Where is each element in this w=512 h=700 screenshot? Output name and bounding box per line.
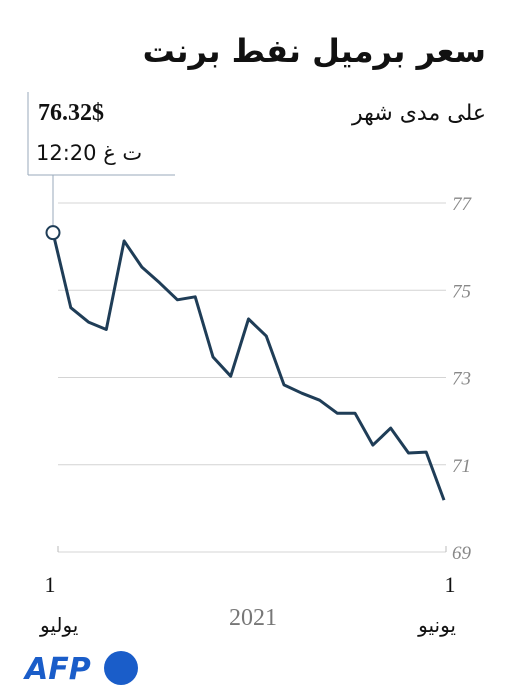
callout-value: 76.32$ <box>38 100 104 126</box>
y-tick-label: 73 <box>452 369 471 390</box>
x-start-month: يونيو <box>417 613 456 637</box>
x-end-day: 1 <box>45 572 56 597</box>
year-label: 2021 <box>229 605 277 631</box>
x-end-month: يوليو <box>39 613 78 637</box>
callout-time: 12:20 ت غ <box>36 141 142 165</box>
y-tick-label: 71 <box>452 456 471 477</box>
x-start-day: 1 <box>445 572 456 597</box>
y-tick-label: 69 <box>452 543 472 564</box>
chart-title: سعر برميل نفط برنت <box>143 32 486 70</box>
y-tick-label: 77 <box>452 194 473 215</box>
chart-subtitle: على مدى شهر <box>351 101 486 126</box>
price-line <box>51 232 446 501</box>
source-logo: AFP <box>23 652 91 687</box>
latest-point <box>45 225 61 241</box>
y-tick-label: 75 <box>452 281 471 302</box>
logo-circle <box>104 651 138 685</box>
